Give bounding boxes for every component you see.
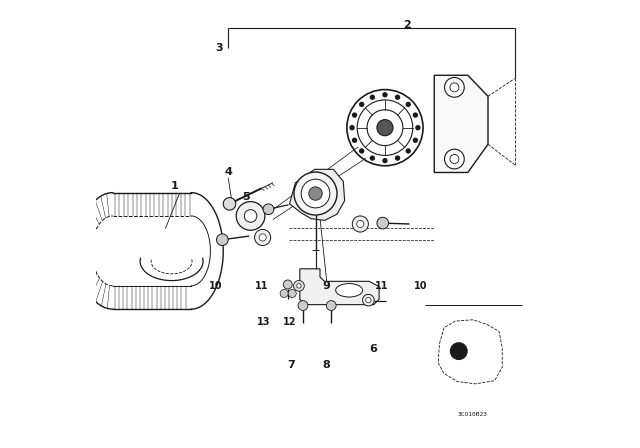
- Ellipse shape: [336, 284, 362, 297]
- Circle shape: [216, 234, 228, 246]
- Text: 11: 11: [255, 281, 269, 291]
- Text: 4: 4: [224, 168, 232, 177]
- Circle shape: [288, 289, 296, 297]
- Circle shape: [377, 217, 388, 229]
- Circle shape: [263, 204, 274, 215]
- Circle shape: [406, 148, 411, 154]
- Circle shape: [359, 102, 364, 107]
- Text: 6: 6: [369, 344, 377, 353]
- Circle shape: [406, 102, 411, 107]
- Circle shape: [362, 294, 374, 306]
- Polygon shape: [435, 75, 488, 172]
- Circle shape: [382, 158, 388, 164]
- Text: 2: 2: [403, 20, 412, 30]
- Circle shape: [450, 83, 459, 92]
- Text: 12: 12: [283, 317, 296, 327]
- Polygon shape: [300, 269, 379, 305]
- Circle shape: [395, 155, 400, 161]
- Circle shape: [450, 342, 468, 360]
- Circle shape: [301, 179, 330, 208]
- Text: 9: 9: [323, 281, 331, 291]
- Circle shape: [284, 280, 292, 289]
- Circle shape: [370, 95, 375, 100]
- Text: 13: 13: [257, 317, 271, 327]
- Circle shape: [370, 155, 375, 161]
- Circle shape: [236, 202, 265, 230]
- Text: 3CO10B23: 3CO10B23: [458, 412, 488, 417]
- Circle shape: [297, 284, 301, 288]
- Circle shape: [259, 234, 266, 241]
- Text: 8: 8: [323, 360, 331, 370]
- Circle shape: [365, 297, 371, 303]
- Circle shape: [450, 155, 459, 164]
- Polygon shape: [289, 169, 345, 220]
- Text: 5: 5: [243, 192, 250, 202]
- Circle shape: [382, 92, 388, 98]
- Circle shape: [255, 229, 271, 246]
- Circle shape: [352, 138, 357, 143]
- Circle shape: [356, 220, 364, 228]
- Circle shape: [445, 149, 464, 169]
- Circle shape: [377, 120, 393, 136]
- Circle shape: [395, 95, 400, 100]
- Circle shape: [445, 78, 464, 97]
- Circle shape: [359, 148, 364, 154]
- Text: 7: 7: [287, 360, 295, 370]
- Circle shape: [294, 172, 337, 215]
- Text: 10: 10: [414, 281, 428, 291]
- Circle shape: [294, 280, 305, 291]
- Text: 3: 3: [215, 43, 223, 53]
- Circle shape: [349, 125, 355, 130]
- Circle shape: [298, 301, 308, 310]
- Circle shape: [223, 198, 236, 210]
- Text: 1: 1: [170, 181, 179, 191]
- Circle shape: [308, 187, 323, 200]
- Circle shape: [244, 210, 257, 222]
- Circle shape: [413, 138, 418, 143]
- Circle shape: [280, 289, 288, 297]
- Text: 11: 11: [375, 281, 388, 291]
- Circle shape: [415, 125, 420, 130]
- Circle shape: [352, 112, 357, 118]
- Circle shape: [352, 216, 369, 232]
- Text: 10: 10: [209, 281, 223, 291]
- Circle shape: [413, 112, 418, 118]
- Circle shape: [326, 301, 336, 310]
